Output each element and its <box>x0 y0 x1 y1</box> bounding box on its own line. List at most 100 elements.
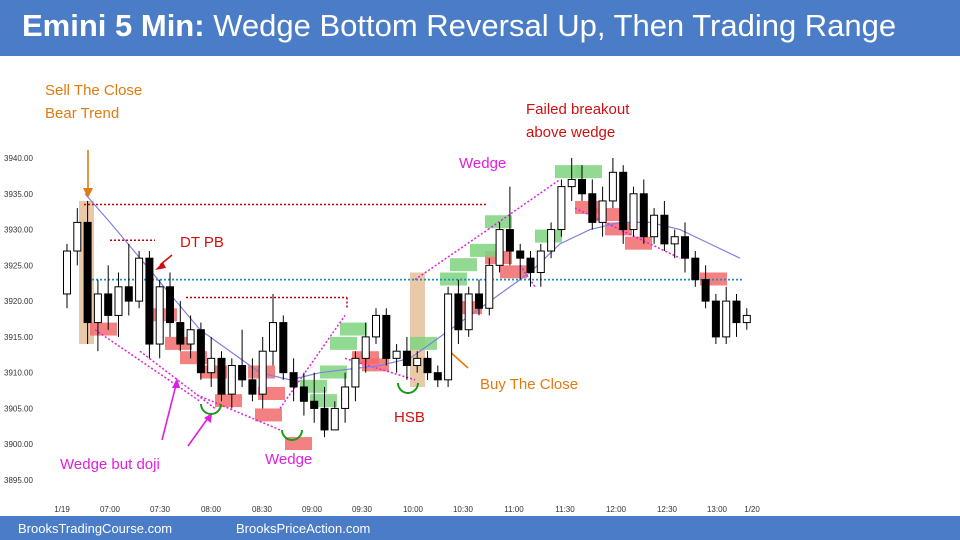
reversal-arc <box>397 382 419 394</box>
candle-body <box>248 379 257 395</box>
footer-link-brookspriceaction[interactable]: BrooksPriceAction.com <box>236 521 371 536</box>
candle-body <box>454 293 463 331</box>
arrow-head <box>83 188 93 198</box>
candle-body <box>485 264 494 309</box>
candle-body <box>402 350 411 367</box>
candle-body <box>382 314 391 359</box>
reversal-arc <box>200 403 222 415</box>
title-bold: Emini 5 Min: <box>22 8 205 43</box>
candle-body <box>619 171 628 231</box>
wedge-trendline <box>519 264 536 288</box>
candle-body <box>639 193 648 238</box>
candle-body <box>629 193 638 231</box>
annotation-bear-trend: Bear Trend <box>45 105 119 122</box>
candle-body <box>495 229 504 266</box>
arrow-head <box>155 262 166 270</box>
candle-body <box>176 322 185 345</box>
y-tick-label: 3895.00 <box>4 476 33 485</box>
candle-body <box>155 286 164 345</box>
arrow-doji-1 <box>161 384 177 441</box>
candle-body <box>361 336 370 359</box>
candle-body <box>444 293 453 381</box>
x-tick-label: 10:00 <box>403 505 424 514</box>
candle-body <box>269 322 277 352</box>
candle-body <box>93 293 102 324</box>
candle-body <box>711 300 720 338</box>
candle-body <box>320 407 329 431</box>
axes: 3940.00 3935.00 3930.00 3925.00 3920.00 3915.… <box>4 154 760 514</box>
candle-body <box>238 365 247 381</box>
candle-body <box>104 293 113 316</box>
candle-body <box>73 221 82 252</box>
y-tick-label: 3905.00 <box>4 404 33 413</box>
annotation-sell-the-close: Sell The Close <box>45 82 142 99</box>
x-tick-label: 11:30 <box>555 505 575 514</box>
bear-signal-box <box>362 358 389 372</box>
candle-body <box>660 214 669 245</box>
annotation-wedge-but-doji: Wedge but doji <box>60 456 160 473</box>
candle-body <box>351 357 360 388</box>
footer-bar <box>0 516 960 540</box>
y-tick-label: 3910.00 <box>4 369 33 378</box>
candle-body <box>691 257 700 281</box>
annotation-dt-pb: DT PB <box>180 234 224 251</box>
candle-body <box>124 286 133 302</box>
annotation-wedge-bottom: Wedge <box>265 451 312 468</box>
footer-link-brookstradingcourse[interactable]: BrooksTradingCourse.com <box>18 521 173 536</box>
candle-body <box>423 357 432 374</box>
candle-body <box>341 386 350 409</box>
y-tick-label: 3920.00 <box>4 297 33 306</box>
x-tick-label: 12:30 <box>657 505 678 514</box>
candle-body <box>742 314 751 324</box>
candle-body <box>372 314 380 338</box>
bear-signal-box <box>625 236 652 250</box>
wedge-trendline <box>194 393 281 431</box>
candle-body <box>475 293 483 309</box>
y-tick-label: 3940.00 <box>4 154 33 163</box>
annotation-failed-breakout: Failed breakout <box>526 101 630 118</box>
reversal-arc <box>281 429 303 441</box>
bull-signal-box <box>340 322 367 336</box>
x-tick-label: 10:30 <box>453 505 474 514</box>
candle-body <box>207 357 216 374</box>
wedge-trendline <box>279 314 346 409</box>
candles <box>63 158 751 438</box>
x-tick-label: 08:30 <box>252 505 273 514</box>
trend-lines <box>83 150 742 447</box>
candle-body <box>289 372 298 388</box>
candle-body <box>186 329 195 345</box>
candle-body <box>567 178 576 188</box>
candle-body <box>258 350 267 395</box>
candle-body <box>722 300 731 338</box>
x-tick-label: 09:00 <box>302 505 323 514</box>
candle-body <box>526 257 535 273</box>
candle-body <box>464 293 473 331</box>
candle-body <box>63 250 71 295</box>
x-tick-label: 09:30 <box>352 505 373 514</box>
wedge-trendline <box>94 329 201 402</box>
y-tick-label: 3900.00 <box>4 440 33 449</box>
arrow-doji-2 <box>187 417 209 447</box>
title-rest: Wedge Bottom Reversal Up, Then Trading R… <box>204 8 897 43</box>
chart-title: Emini 5 Min: Wedge Bottom Reversal Up, T… <box>22 8 896 44</box>
x-tick-label: 07:00 <box>100 505 121 514</box>
annotation-buy-the-close: Buy The Close <box>480 376 578 393</box>
candle-body <box>578 178 586 195</box>
candle-body <box>299 386 308 402</box>
bull-signal-box <box>410 336 437 350</box>
bear-signal-box <box>500 265 527 279</box>
wedge-trendline <box>414 228 489 281</box>
bear-signal-box <box>90 322 117 336</box>
y-tick-label: 3915.00 <box>4 333 33 342</box>
x-tick-label: 07:30 <box>150 505 171 514</box>
candle-body <box>196 329 205 374</box>
annotation-above-wedge: above wedge <box>526 124 615 141</box>
candle-body <box>547 229 556 252</box>
candle-body <box>557 186 566 231</box>
candle-body <box>732 300 741 324</box>
bull-signal-box <box>320 365 347 379</box>
candle-body <box>330 407 339 431</box>
x-tick-label: 1/20 <box>744 505 760 514</box>
x-tick-label: 11:00 <box>504 505 524 514</box>
title-bar <box>0 0 960 56</box>
